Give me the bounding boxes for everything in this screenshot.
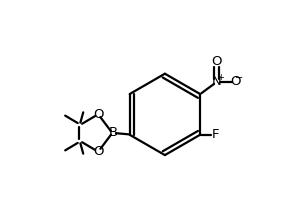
Text: O: O bbox=[93, 108, 103, 121]
Text: O: O bbox=[93, 145, 103, 158]
Text: +: + bbox=[217, 73, 224, 82]
Text: B: B bbox=[109, 126, 118, 139]
Text: −: − bbox=[236, 73, 244, 83]
Text: N: N bbox=[212, 75, 221, 88]
Text: F: F bbox=[212, 128, 219, 141]
Text: O: O bbox=[211, 55, 222, 68]
Text: O: O bbox=[230, 75, 241, 88]
